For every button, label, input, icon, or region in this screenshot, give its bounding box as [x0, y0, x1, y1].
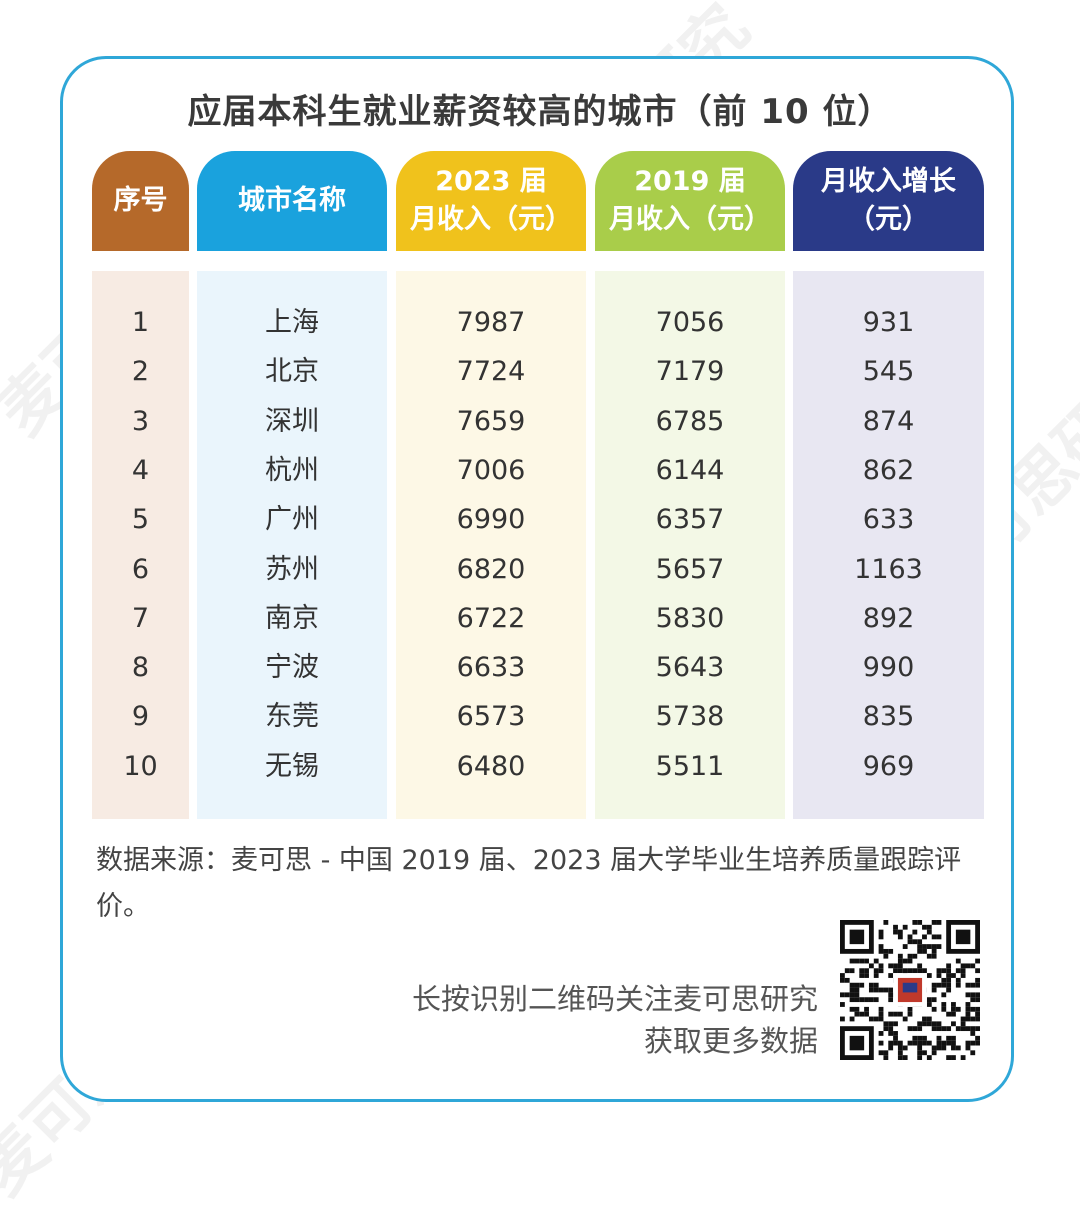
cell-rank-3: 3 [131, 405, 150, 437]
header-2023-line1: 2023 届 [435, 166, 547, 197]
cell-city-10: 无锡 [265, 750, 319, 782]
cta-line-1: 长按识别二维码关注麦可思研究 [411, 982, 818, 1016]
chart-title: 应届本科生就业薪资较高的城市（前 10 位） [187, 92, 893, 132]
cell-y2023-8: 6633 [456, 652, 526, 684]
cell-y2019-7: 5830 [655, 602, 725, 634]
cell-y2023-3: 7659 [456, 405, 526, 437]
cell-rank-6: 6 [131, 553, 150, 585]
cell-y2023-10: 6480 [456, 750, 526, 782]
cell-y2023-6: 6820 [456, 553, 526, 585]
cell-y2019-5: 6357 [655, 504, 725, 536]
cell-y2019-4: 6144 [655, 454, 725, 486]
cell-rank-2: 2 [131, 356, 150, 388]
cell-growth-3: 874 [862, 405, 915, 437]
cell-city-8: 宁波 [265, 652, 319, 684]
cell-y2019-10: 5511 [655, 750, 725, 782]
header-growth-line2: （元） [848, 204, 929, 235]
cell-city-6: 苏州 [265, 553, 319, 585]
cell-city-4: 杭州 [265, 454, 319, 486]
header-city: 城市名称 [197, 151, 387, 251]
header-growth: 月收入增长 （元） [793, 151, 984, 251]
cell-y2023-1: 7987 [456, 307, 526, 338]
cell-y2023-9: 6573 [456, 701, 526, 733]
qr-call-to-action: 长按识别二维码关注麦可思研究 获取更多数据 [412, 978, 818, 1062]
cell-y2023-7: 6722 [456, 602, 526, 634]
data-source-note: 数据来源：麦可思 - 中国 2019 届、2023 届大学毕业生培养质量跟踪评价… [96, 845, 962, 922]
header-2019-line1: 2019 届 [634, 166, 746, 197]
header-rank-label: 序号 [113, 185, 168, 216]
cell-growth-2: 545 [862, 356, 915, 388]
cell-y2023-5: 6990 [456, 504, 526, 536]
column-city: 上海北京深圳杭州广州苏州南京宁波东莞无锡 [197, 271, 387, 819]
cell-growth-10: 969 [862, 750, 915, 782]
column-growth: 931 545 874 862 633 1163 892 990 835 969 [793, 271, 984, 819]
cta-line-2: 获取更多数据 [643, 1024, 818, 1058]
cell-city-2: 北京 [265, 356, 319, 388]
column-rank: 1 2 3 4 5 6 7 8 9 10 [92, 271, 189, 819]
column-2019: 7056 7179 6785 6144 6357 5657 5830 5643 5738 5511 [595, 271, 785, 819]
header-rank: 序号 [92, 151, 189, 251]
cell-rank-7: 7 [131, 602, 150, 634]
qr-code-icon[interactable] [840, 920, 980, 1060]
cell-y2019-3: 6785 [655, 405, 725, 437]
cell-city-7: 南京 [265, 602, 319, 634]
cell-city-1: 上海 [265, 307, 319, 338]
cell-rank-4: 4 [131, 454, 150, 486]
cell-growth-1: 931 [862, 307, 915, 338]
cell-y2019-8: 5643 [655, 652, 725, 684]
cell-growth-5: 633 [862, 504, 915, 536]
cell-rank-5: 5 [131, 504, 150, 536]
cell-growth-9: 835 [862, 701, 915, 733]
cell-y2019-2: 7179 [655, 356, 725, 388]
cell-city-9: 东莞 [265, 701, 319, 733]
header-2023-line2: 月收入（元） [410, 204, 572, 235]
header-2023: 2023 届 月收入（元） [396, 151, 586, 251]
cell-y2019-9: 5738 [655, 701, 725, 733]
cell-rank-9: 9 [131, 701, 150, 733]
cell-city-3: 深圳 [265, 405, 319, 437]
cell-y2019-1: 7056 [655, 307, 725, 338]
cell-y2019-6: 5657 [655, 553, 725, 585]
cell-rank-10: 10 [123, 750, 158, 782]
header-city-label: 城市名称 [238, 185, 346, 216]
cell-rank-8: 8 [131, 652, 150, 684]
cell-y2023-2: 7724 [456, 356, 526, 388]
column-2023: 7987 7724 7659 7006 6990 6820 6722 6633 6573 6480 [396, 271, 586, 819]
cell-rank-1: 1 [131, 307, 150, 338]
cell-city-5: 广州 [265, 504, 319, 536]
header-2019: 2019 届 月收入（元） [595, 151, 785, 251]
cell-growth-8: 990 [862, 652, 915, 684]
header-2019-line2: 月收入（元） [609, 204, 771, 235]
cell-growth-4: 862 [862, 454, 915, 486]
cell-y2023-4: 7006 [456, 454, 526, 486]
cell-growth-6: 1163 [854, 553, 923, 585]
cell-growth-7: 892 [862, 602, 915, 634]
header-growth-line1: 月收入增长 [821, 166, 956, 197]
